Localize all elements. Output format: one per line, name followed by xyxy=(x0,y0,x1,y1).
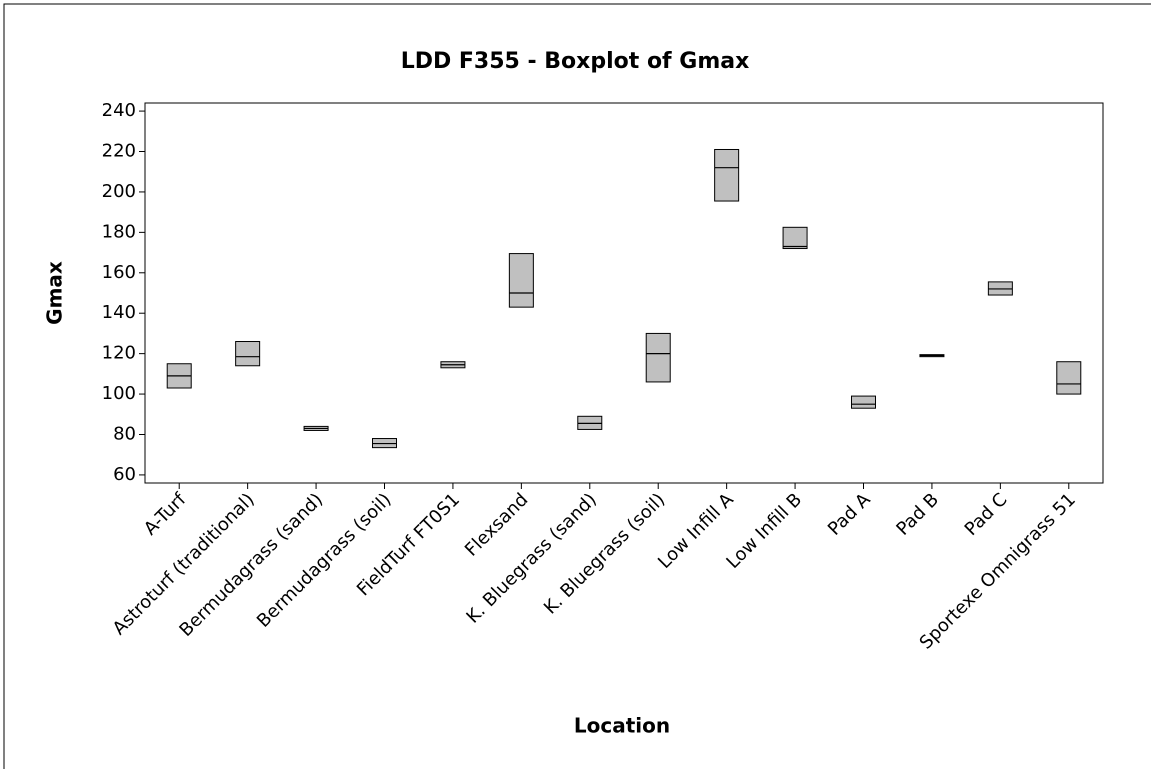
y-tick-label: 160 xyxy=(102,262,136,283)
box xyxy=(851,395,876,409)
y-tick-label: 120 xyxy=(102,343,136,364)
y-tick-label: 60 xyxy=(113,464,136,485)
y-axis-label: Gmax xyxy=(43,261,67,325)
y-tick-label: 220 xyxy=(102,141,136,162)
box xyxy=(508,253,534,308)
box xyxy=(714,148,740,202)
box xyxy=(645,332,671,383)
y-tick-label: 200 xyxy=(102,181,136,202)
box xyxy=(235,341,261,367)
y-tick-label: 140 xyxy=(102,302,136,323)
plot-area xyxy=(144,102,1104,484)
y-tick-label: 240 xyxy=(102,100,136,121)
x-axis-label: Location xyxy=(574,714,670,738)
y-tick-label: 80 xyxy=(113,423,136,444)
y-tick-label: 100 xyxy=(102,383,136,404)
y-tick-label: 180 xyxy=(102,221,136,242)
chart-title: LDD F355 - Boxplot of Gmax xyxy=(401,49,750,74)
box xyxy=(782,226,808,250)
box xyxy=(1056,361,1082,395)
